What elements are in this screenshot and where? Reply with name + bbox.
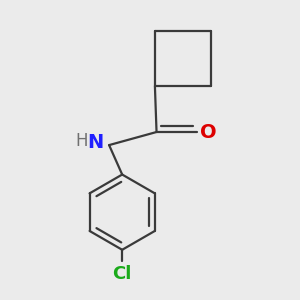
Text: H: H: [75, 132, 88, 150]
Text: N: N: [87, 133, 104, 152]
Text: Cl: Cl: [112, 265, 132, 283]
Text: O: O: [200, 122, 216, 142]
